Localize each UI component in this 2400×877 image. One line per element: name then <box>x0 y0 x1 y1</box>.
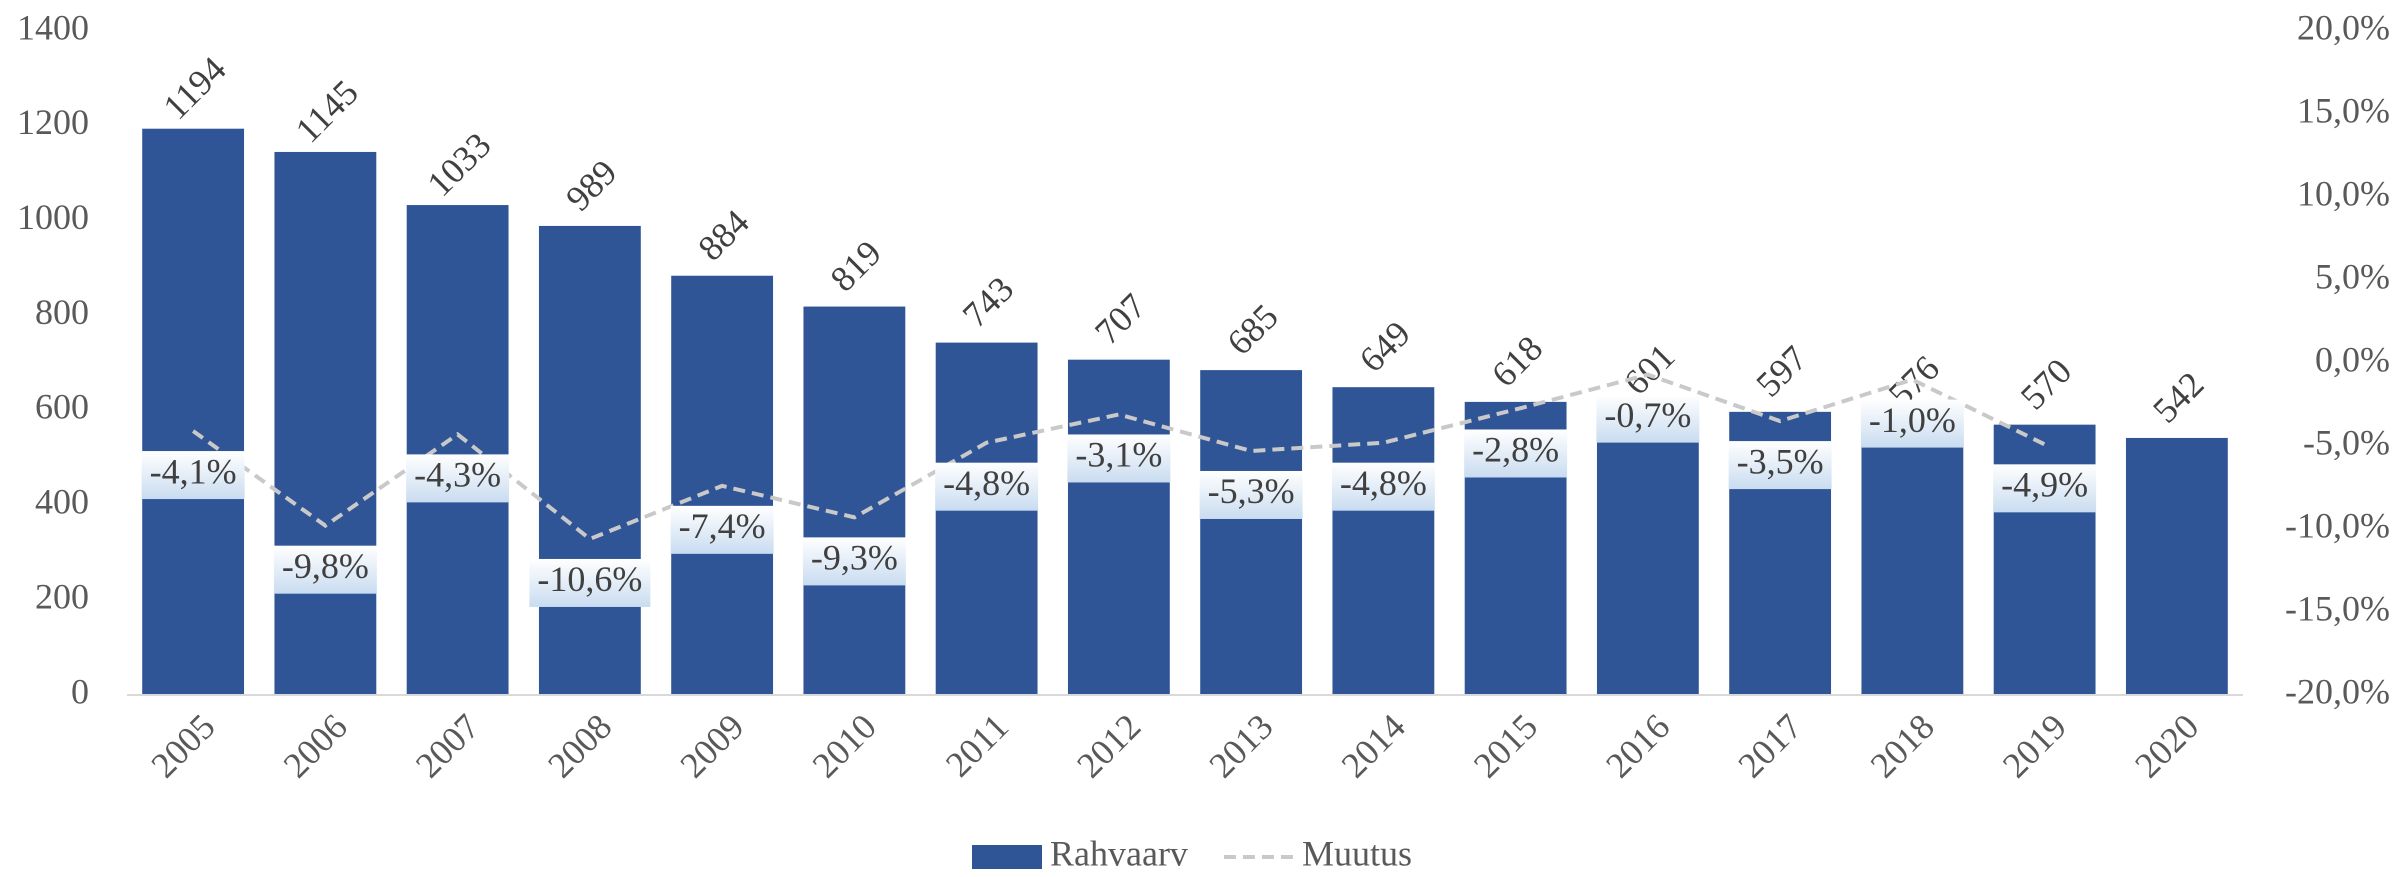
y2-tick-label: -20,0% <box>2285 671 2390 711</box>
bar-value-label: 884 <box>690 202 756 268</box>
x-tick-label: 2013 <box>1201 706 1280 785</box>
y-tick-label: 1000 <box>17 197 89 237</box>
bar-value-label: 542 <box>2145 364 2211 430</box>
bar <box>406 205 509 695</box>
y-tick-label: 200 <box>35 576 89 616</box>
value-label-box <box>935 462 1039 511</box>
value-label-box <box>1860 399 1964 448</box>
y-tick-label: 800 <box>35 292 89 332</box>
y-tick-label: 1200 <box>17 102 89 142</box>
line <box>191 372 2046 542</box>
line-value-label: -1,0% <box>1869 400 1956 440</box>
x-tick-label: 2012 <box>1069 706 1148 785</box>
bar <box>1332 387 1435 695</box>
x-tick-label: 2015 <box>1466 706 1545 785</box>
line-value-label: -9,3% <box>811 538 898 578</box>
line-value-label: -10,6% <box>537 559 642 599</box>
y-tick-label: 600 <box>35 387 89 427</box>
bar <box>142 128 245 695</box>
x-tick-label: 2017 <box>1730 706 1809 785</box>
legend-label: Muutus <box>1302 833 1412 873</box>
line-value-label: -4,1% <box>150 451 237 491</box>
bar-value-label: 685 <box>1219 296 1285 362</box>
y-tick-label: 0 <box>71 671 89 711</box>
value-label-box <box>1067 434 1171 483</box>
bar-value-label: 618 <box>1484 328 1550 394</box>
bar-value-label: 601 <box>1616 336 1682 402</box>
x-tick-label: 2020 <box>2127 706 2206 785</box>
value-label-box <box>1464 429 1568 478</box>
line-value-label: -5,3% <box>1208 471 1295 511</box>
bar-value-label: 570 <box>2013 351 2079 417</box>
y2-tick-label: 20,0% <box>2297 7 2390 47</box>
y2-tick-label: 0,0% <box>2315 339 2390 379</box>
line-value-label: -0,7% <box>1604 395 1691 435</box>
x-tick-label: 2018 <box>1863 706 1942 785</box>
x-tick-label: 2009 <box>672 706 751 785</box>
value-label-box <box>1199 470 1303 519</box>
bar <box>1067 359 1170 695</box>
bar <box>1200 370 1303 695</box>
line-value-label: -2,8% <box>1472 430 1559 470</box>
line-value-label: -3,5% <box>1737 441 1824 481</box>
bar <box>274 151 377 695</box>
line-value-label: -4,8% <box>943 463 1030 503</box>
value-label-box <box>529 558 651 607</box>
line-value-label: -3,1% <box>1075 435 1162 475</box>
value-label-box <box>670 505 774 554</box>
line-value-label: -4,3% <box>414 455 501 495</box>
bar <box>2125 437 2228 695</box>
bar <box>935 342 1038 695</box>
y2-tick-label: 15,0% <box>2297 90 2390 130</box>
x-tick-label: 2011 <box>938 706 1016 784</box>
bar <box>1596 409 1699 695</box>
y2-tick-label: -15,0% <box>2285 588 2390 628</box>
bar-value-label: 989 <box>558 152 624 218</box>
line-value-label: -9,8% <box>282 546 369 586</box>
value-label-box <box>1728 441 1832 490</box>
bar-value-label: 649 <box>1352 313 1418 379</box>
y2-tick-label: 5,0% <box>2315 256 2390 296</box>
bar <box>803 306 906 695</box>
x-tick-label: 2019 <box>1995 706 2074 785</box>
line-value-label: -4,9% <box>2001 465 2088 505</box>
legend-label: Rahvaarv <box>1050 833 1188 873</box>
value-label-box <box>1993 464 2097 513</box>
value-label-box <box>406 454 510 503</box>
y2-tick-label: 10,0% <box>2297 173 2390 213</box>
value-label-box <box>1596 394 1700 443</box>
y-tick-label: 400 <box>35 482 89 522</box>
bar-value-label: 819 <box>823 233 889 299</box>
bar <box>1861 421 1964 695</box>
bar-value-label: 707 <box>1087 286 1153 352</box>
bar-value-label: 1033 <box>419 125 498 204</box>
legend-swatch <box>972 845 1042 869</box>
bar-value-label: 1194 <box>155 49 233 127</box>
x-tick-label: 2005 <box>143 706 222 785</box>
x-tick-label: 2007 <box>408 706 487 785</box>
value-label-box <box>141 451 245 500</box>
y-tick-label: 1400 <box>17 7 89 47</box>
x-tick-label: 2006 <box>276 706 355 785</box>
y2-tick-label: -5,0% <box>2303 422 2390 462</box>
y2-tick-label: -10,0% <box>2285 505 2390 545</box>
bar-value-label: 597 <box>1748 338 1814 404</box>
bar-value-label: 743 <box>955 269 1021 335</box>
value-label-box <box>802 537 906 586</box>
x-tick-label: 2016 <box>1598 706 1677 785</box>
x-tick-label: 2014 <box>1334 706 1413 785</box>
line-value-label: -7,4% <box>679 506 766 546</box>
x-tick-label: 2010 <box>805 706 884 785</box>
line-value-label: -4,8% <box>1340 463 1427 503</box>
value-label-box <box>1331 462 1435 511</box>
bar <box>538 225 641 695</box>
value-label-box <box>273 545 377 594</box>
bar-value-label: 1145 <box>288 72 366 150</box>
x-tick-label: 2008 <box>540 706 619 785</box>
